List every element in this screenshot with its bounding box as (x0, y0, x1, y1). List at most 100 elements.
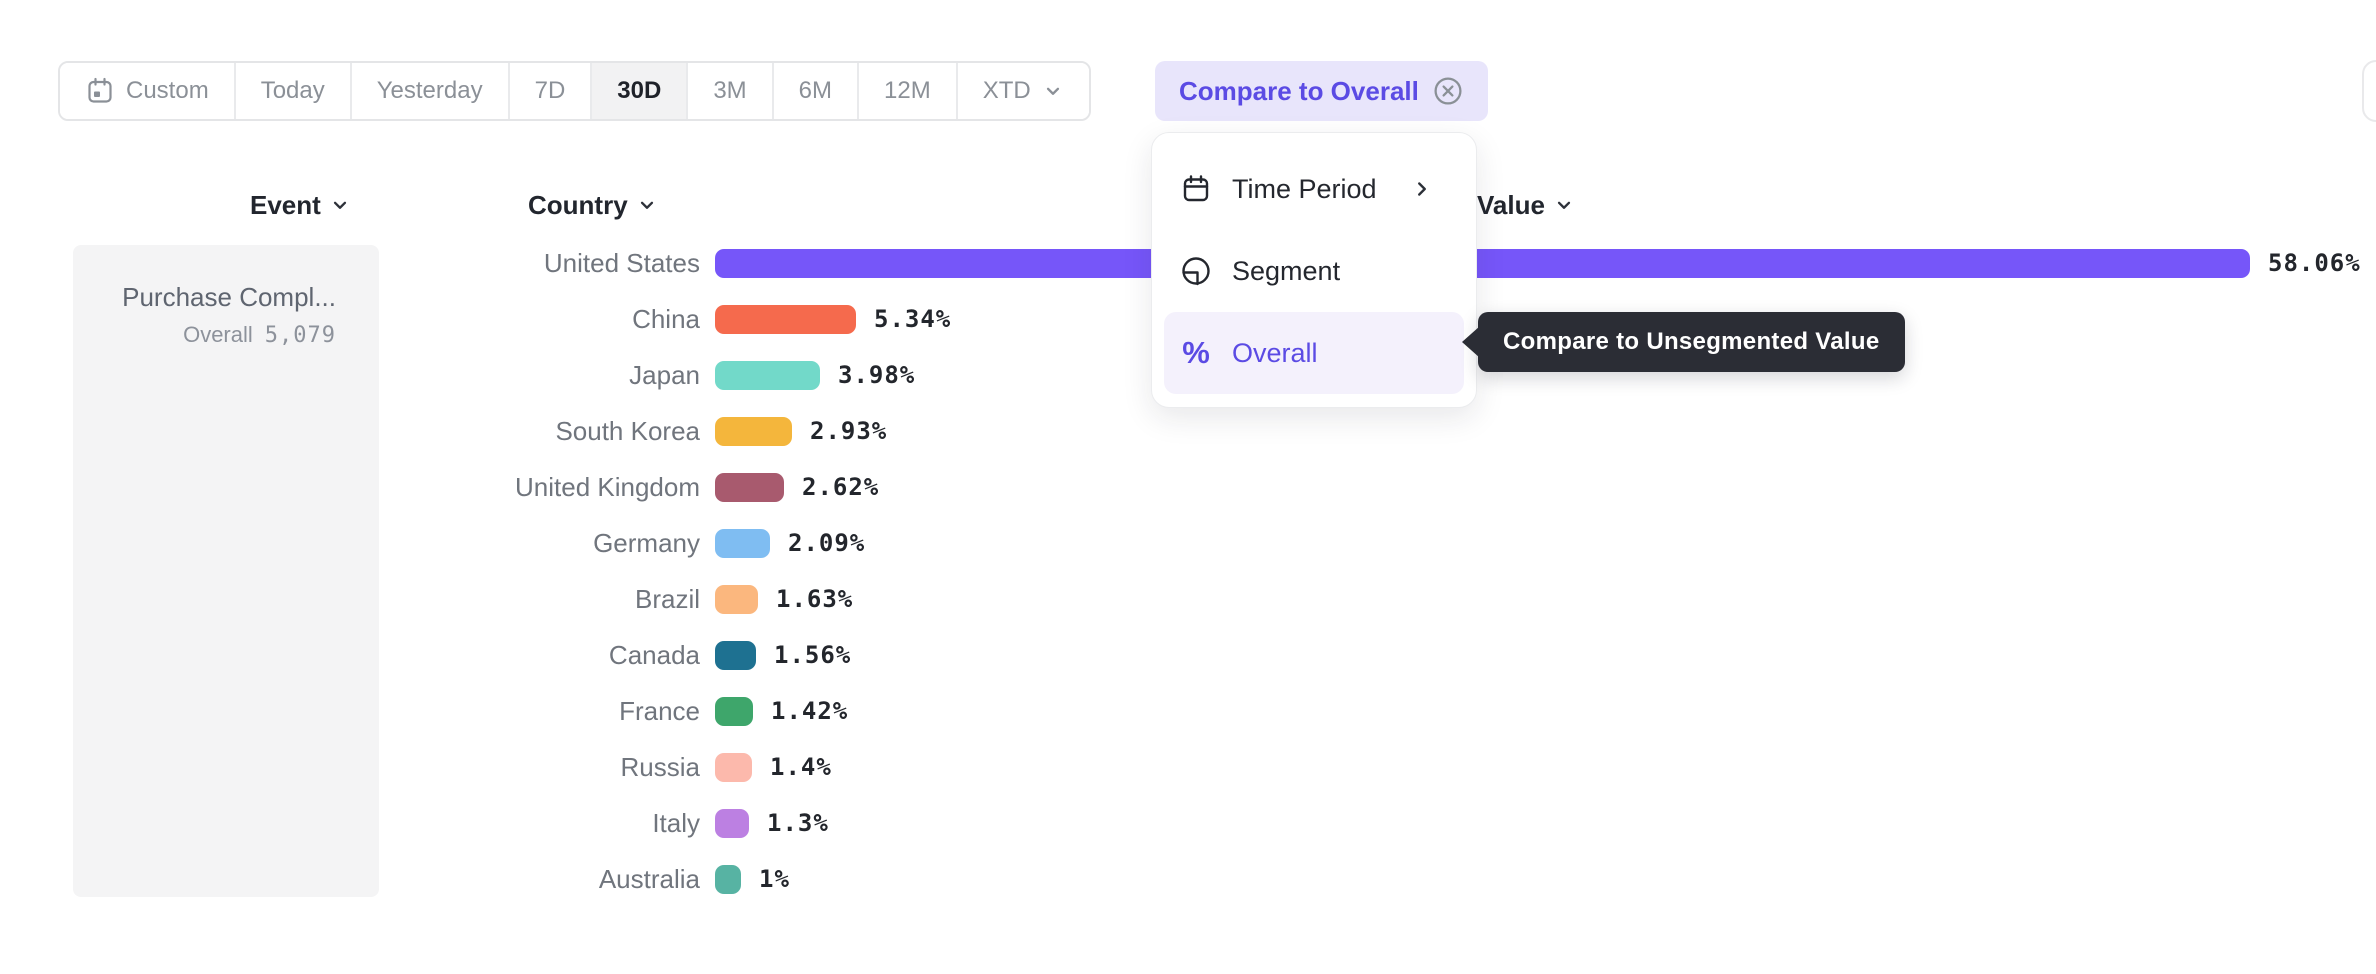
chevron-down-icon (329, 194, 351, 216)
bar-united-kingdom[interactable] (715, 472, 784, 502)
chevron-down-icon (636, 194, 658, 216)
country-header-label: Country (528, 189, 628, 220)
value-label: 3.98% (838, 361, 916, 389)
menu-item-label: Segment (1232, 255, 1341, 286)
chart-row-germany: Germany 2.09% (420, 515, 2376, 571)
percent-icon: % (1182, 335, 1210, 370)
range-30d[interactable]: 30D (592, 63, 689, 119)
column-header-value[interactable]: Value (1477, 189, 1575, 221)
menu-item-segment[interactable]: Segment (1164, 230, 1464, 312)
range-today[interactable]: Today (235, 63, 352, 119)
compare-to-overall-chip[interactable]: Compare to Overall (1155, 61, 1488, 121)
menu-item-overall[interactable]: % Overall (1164, 312, 1464, 394)
bar-brazil[interactable] (715, 584, 758, 614)
range-label: 30D (617, 77, 662, 104)
compare-dropdown-menu: Time Period Segment % Overall (1151, 132, 1477, 408)
event-card[interactable]: Purchase Compl... Overall 5,079 (73, 245, 379, 348)
event-name: Purchase Compl... (122, 282, 336, 312)
clipped-right-button[interactable] (2362, 60, 2376, 122)
range-label: Yesterday (376, 77, 483, 104)
bar-canada[interactable] (715, 640, 756, 670)
range-7d[interactable]: 7D (509, 63, 593, 119)
chevron-right-icon (1411, 178, 1433, 200)
bar-china[interactable] (715, 304, 856, 334)
country-label: Russia (620, 751, 700, 782)
range-yesterday[interactable]: Yesterday (351, 63, 510, 119)
tooltip-text: Compare to Unsegmented Value (1503, 328, 1880, 355)
chart-row-australia: Australia 1% (420, 851, 2376, 907)
value-label: 1.4% (770, 753, 832, 781)
chart-row-france: France 1.42% (420, 683, 2376, 739)
country-label: Japan (629, 359, 700, 390)
value-label: 2.09% (788, 529, 866, 557)
circle-x-icon[interactable] (1432, 75, 1464, 107)
segment-icon (1180, 255, 1212, 287)
range-label: 6M (798, 77, 832, 104)
country-label: Canada (608, 639, 700, 670)
event-header-label: Event (250, 189, 321, 220)
menu-item-time-period[interactable]: Time Period (1164, 148, 1464, 230)
value-label: 2.62% (802, 473, 880, 501)
range-6m[interactable]: 6M (773, 63, 859, 119)
range-custom[interactable]: Custom (60, 63, 236, 119)
country-label: United States (543, 247, 700, 278)
country-label: France (619, 695, 700, 726)
chart-row-china: China 5.34% (420, 291, 2376, 347)
country-label: United Kingdom (515, 471, 700, 502)
tooltip: Compare to Unsegmented Value (1462, 312, 1905, 372)
event-panel: Purchase Compl... Overall 5,079 (73, 245, 379, 897)
menu-item-label: Overall (1232, 337, 1318, 368)
bar-italy[interactable] (715, 808, 749, 838)
calendar-icon (85, 76, 115, 106)
country-label: China (632, 303, 700, 334)
overall-label: Overall (183, 322, 253, 347)
range-xtd[interactable]: XTD (957, 63, 1089, 119)
range-label: 3M (713, 77, 747, 104)
country-label: Brazil (634, 583, 700, 614)
country-label: South Korea (555, 415, 700, 446)
date-range-group: Custom Today Yesterday 7D 30D 3M 6M 12M XTD (58, 61, 1091, 121)
bar-united-states[interactable] (715, 248, 2250, 278)
range-3m[interactable]: 3M (688, 63, 774, 119)
bar-russia[interactable] (715, 752, 752, 782)
overall-value: 5,079 (264, 323, 336, 348)
range-label: 12M (884, 77, 931, 104)
chart-row-brazil: Brazil 1.63% (420, 571, 2376, 627)
value-label: 5.34% (874, 305, 952, 333)
bar-japan[interactable] (715, 360, 820, 390)
value-label: 58.06% (2268, 249, 2361, 277)
bar-australia[interactable] (715, 864, 741, 894)
menu-item-label: Time Period (1232, 173, 1377, 204)
range-label: XTD (982, 77, 1031, 104)
bar-germany[interactable] (715, 528, 770, 558)
chart-row-italy: Italy 1.3% (420, 795, 2376, 851)
value-label: 1.63% (776, 585, 854, 613)
chevron-down-icon (1042, 80, 1064, 102)
chart-row-canada: Canada 1.56% (420, 627, 2376, 683)
value-label: 1.56% (774, 641, 852, 669)
country-label: Australia (598, 863, 700, 894)
value-label: 2.93% (810, 417, 888, 445)
value-label: 1.3% (767, 809, 829, 837)
value-label: 1.42% (771, 697, 849, 725)
country-label: Italy (652, 807, 700, 838)
chart-row-japan: Japan 3.98% (420, 347, 2376, 403)
country-label: Germany (593, 527, 700, 558)
range-label: Custom (126, 77, 209, 104)
value-label: 1% (759, 865, 790, 893)
range-label: 7D (534, 77, 566, 104)
chevron-down-icon (1553, 194, 1575, 216)
range-12m[interactable]: 12M (859, 63, 958, 119)
bar-france[interactable] (715, 696, 753, 726)
range-label: Today (260, 77, 325, 104)
bar-south-korea[interactable] (715, 416, 792, 446)
chart-row-united-states: United States 58.06% (420, 235, 2376, 291)
chart-row-russia: Russia 1.4% (420, 739, 2376, 795)
compare-chip-label: Compare to Overall (1179, 75, 1419, 106)
column-header-country[interactable]: Country (528, 189, 658, 221)
chart-row-united-kingdom: United Kingdom 2.62% (420, 459, 2376, 515)
value-header-label: Value (1477, 189, 1545, 220)
country-bar-chart: United States 58.06% China 5.34% Japan 3.98% S… (420, 235, 2376, 907)
chart-row-south-korea: South Korea 2.93% (420, 403, 2376, 459)
column-header-event[interactable]: Event (250, 189, 351, 221)
